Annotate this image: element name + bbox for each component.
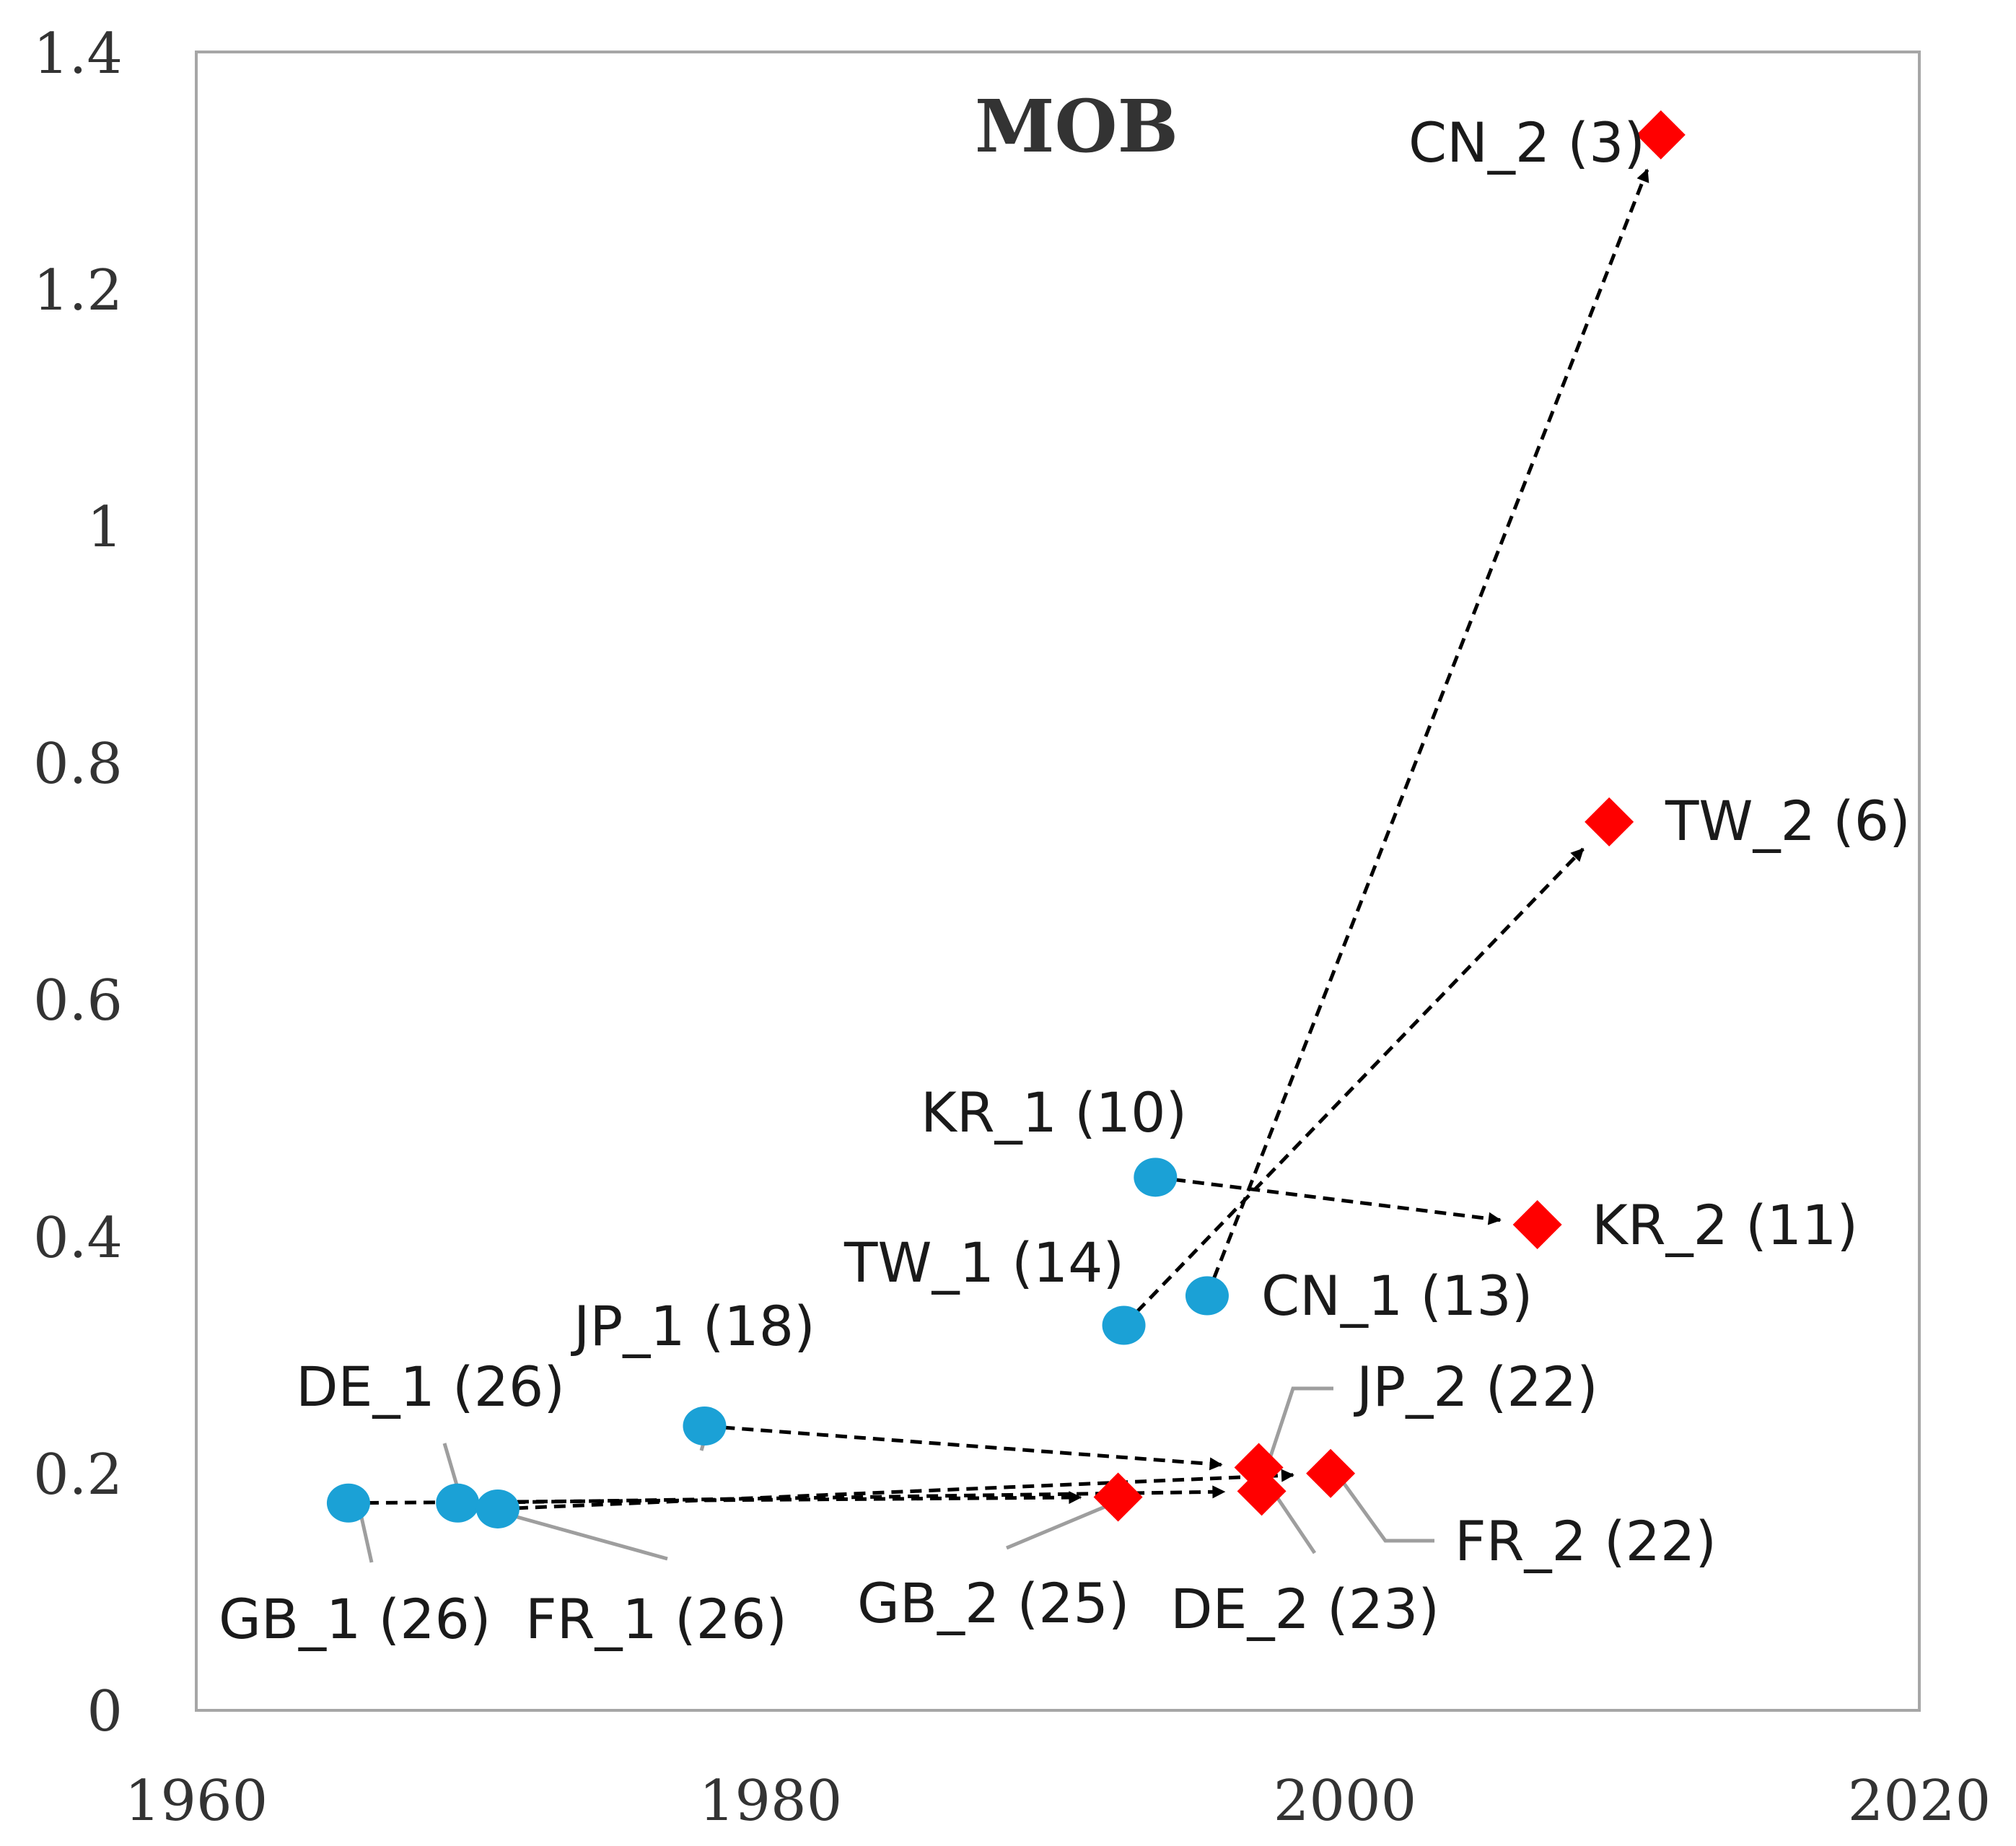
point-labels: GB_1 (26) DE_1 (26) FR_1 (26) JP_1 (18) … [219,110,1911,1651]
arrow-DE_1-to-DE_2 [457,1485,1226,1505]
arrow-CN_1-to-CN_2 [1205,168,1649,1297]
leader-line [359,1513,374,1563]
point-label: TW_2 (6) [1665,789,1911,853]
x-tick-label: 1960 [125,1769,268,1834]
point-label: GB_2 (25) [857,1571,1130,1635]
point-JP_2 [1234,1443,1284,1492]
point-label: JP_1 (18) [571,1294,815,1358]
y-tick-label: 0 [87,1679,123,1744]
point-JP_1 [683,1407,727,1446]
point-label: KR_1 (10) [921,1080,1187,1145]
arrow-TW_1-to-TW_2 [1122,847,1585,1327]
arrow-KR_1-to-KR_2 [1155,1175,1502,1225]
point-GB_1 [326,1483,370,1523]
y-tick-label: 0.4 [33,1206,123,1271]
point-label: FR_1 (26) [525,1587,787,1651]
y-tick-label: 0.6 [33,968,123,1033]
arrows-layer [348,168,1649,1511]
point-label: DE_1 (26) [296,1355,565,1419]
point-label: DE_2 (23) [1170,1577,1439,1641]
point-KR_1 [1134,1158,1178,1197]
leader-line [1262,1386,1333,1477]
y-tick-label: 1.2 [33,258,123,323]
y-tick-label: 0.2 [33,1443,123,1508]
x-axis: 1960 1980 2000 2020 [125,1769,1991,1834]
label-leaders [359,1386,1434,1563]
leader-line [506,1512,668,1561]
point-GB_2 [1093,1472,1143,1522]
plot-area-frame [195,51,1921,1712]
y-tick-label: 1 [87,495,123,560]
point-label: CN_2 (3) [1408,110,1645,175]
x-tick-label: 1980 [699,1769,843,1834]
point-label: KR_2 (11) [1592,1193,1858,1257]
point-label: FR_2 (22) [1455,1509,1717,1573]
point-CN_1 [1185,1276,1229,1316]
arrow-FR_1-to-FR_2 [497,1469,1294,1511]
point-TW_1 [1102,1305,1146,1345]
y-tick-label: 0.8 [33,732,123,797]
point-label: JP_2 (22) [1354,1355,1598,1419]
point-CN_2 [1636,110,1686,159]
point-FR_1 [475,1489,520,1528]
leader-line [1336,1474,1434,1543]
point-label: CN_1 (13) [1261,1264,1533,1328]
point-KR_2 [1512,1200,1562,1250]
chart-title: MOB [975,84,1178,169]
points-layer [326,110,1686,1528]
y-tick-label: 1.4 [33,22,123,87]
x-tick-label: 2000 [1274,1769,1417,1834]
arrow-JP_1-to-JP_2 [704,1424,1223,1471]
point-TW_2 [1585,797,1634,847]
leader-line [1006,1497,1123,1550]
point-FR_2 [1306,1448,1356,1498]
point-label: GB_1 (26) [219,1587,491,1651]
point-label: TW_1 (14) [843,1230,1124,1295]
y-axis: 0 0.2 0.4 0.6 0.8 1 1.2 1.4 [33,22,123,1744]
point-DE_1 [436,1483,480,1523]
x-tick-label: 2020 [1848,1769,1991,1834]
